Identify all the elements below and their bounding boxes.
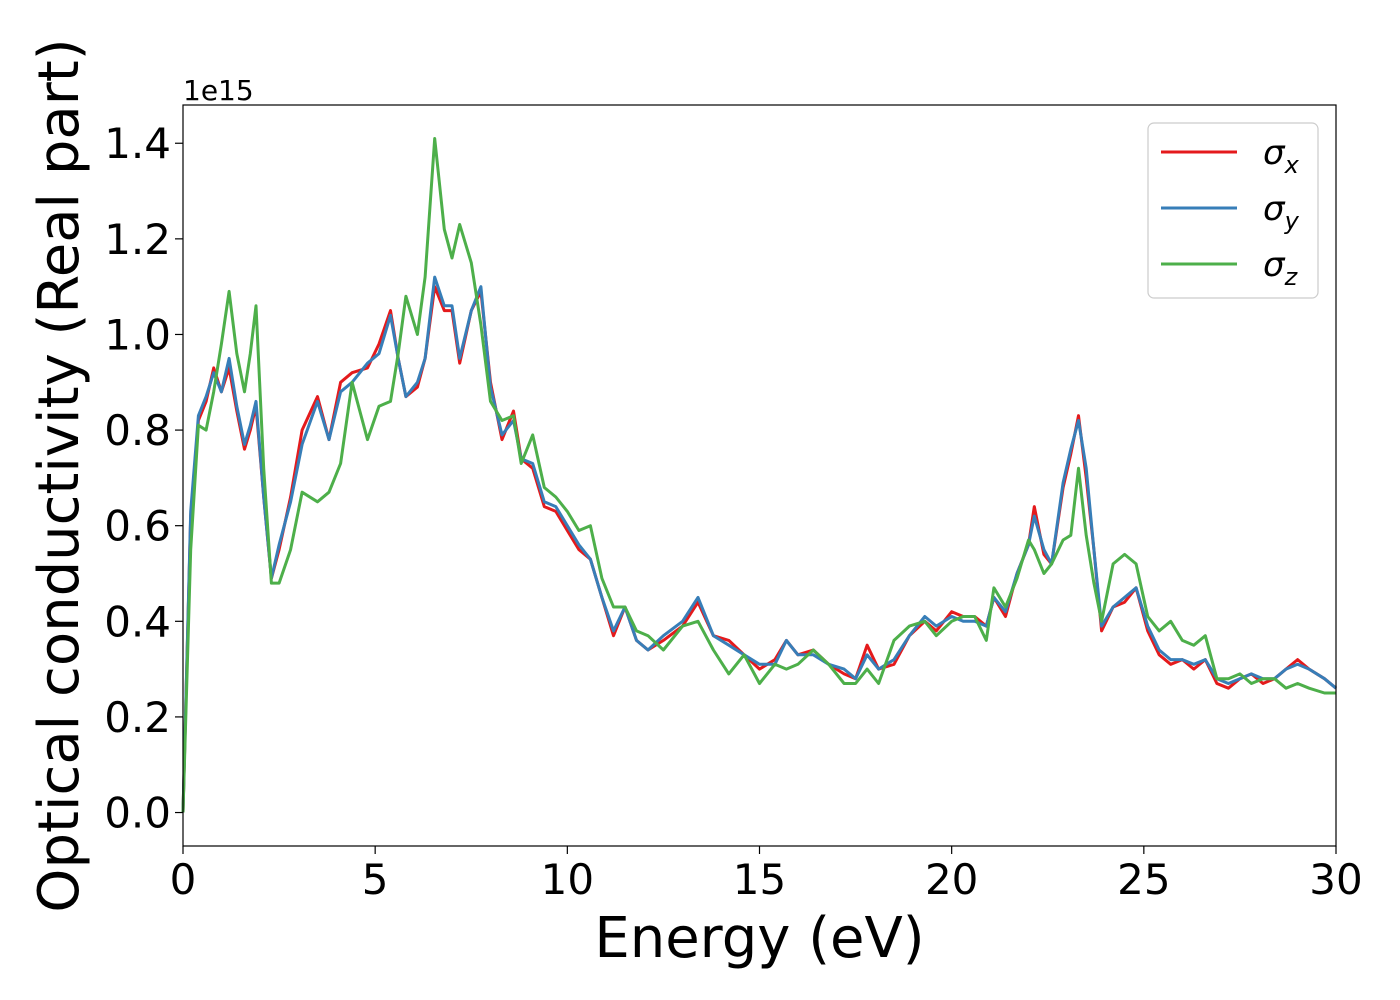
y-tick-label: 0.8 xyxy=(104,406,171,455)
x-axis: 0 5 10 15 20 25 30 xyxy=(170,846,1363,904)
x-tick-label: 15 xyxy=(733,855,786,904)
series-line-z xyxy=(181,137,1336,813)
series-line-x xyxy=(181,285,1337,813)
x-tick-label: 5 xyxy=(362,855,389,904)
y-axis-label: Optical conductivity (Real part) xyxy=(27,38,92,912)
y-tick-label: 0.0 xyxy=(104,789,171,838)
legend-box xyxy=(1147,122,1319,299)
series-layer xyxy=(181,137,1337,813)
legend-subscript: z xyxy=(1284,263,1299,291)
y-tick-label: 0.4 xyxy=(104,597,171,646)
y-tick-label: 0.2 xyxy=(104,693,171,742)
legend-subscript: x xyxy=(1284,151,1300,179)
x-tick-label: 20 xyxy=(925,855,978,904)
y-tick-label: 1.2 xyxy=(104,215,171,264)
y-axis: 0.0 0.2 0.4 0.6 0.8 1.0 1.2 1.4 xyxy=(104,119,183,838)
x-tick-label: 0 xyxy=(170,855,197,904)
x-axis-label: Energy (eV) xyxy=(594,906,924,971)
legend-subscript: y xyxy=(1284,207,1300,235)
y-offset-label: 1e15 xyxy=(183,74,254,107)
x-tick-label: 25 xyxy=(1117,855,1170,904)
y-tick-label: 0.6 xyxy=(104,502,171,551)
y-tick-label: 1.0 xyxy=(104,310,171,359)
y-tick-label: 1.4 xyxy=(104,119,171,168)
series-line-y xyxy=(181,275,1337,813)
x-tick-label: 30 xyxy=(1309,855,1362,904)
x-tick-label: 10 xyxy=(541,855,594,904)
